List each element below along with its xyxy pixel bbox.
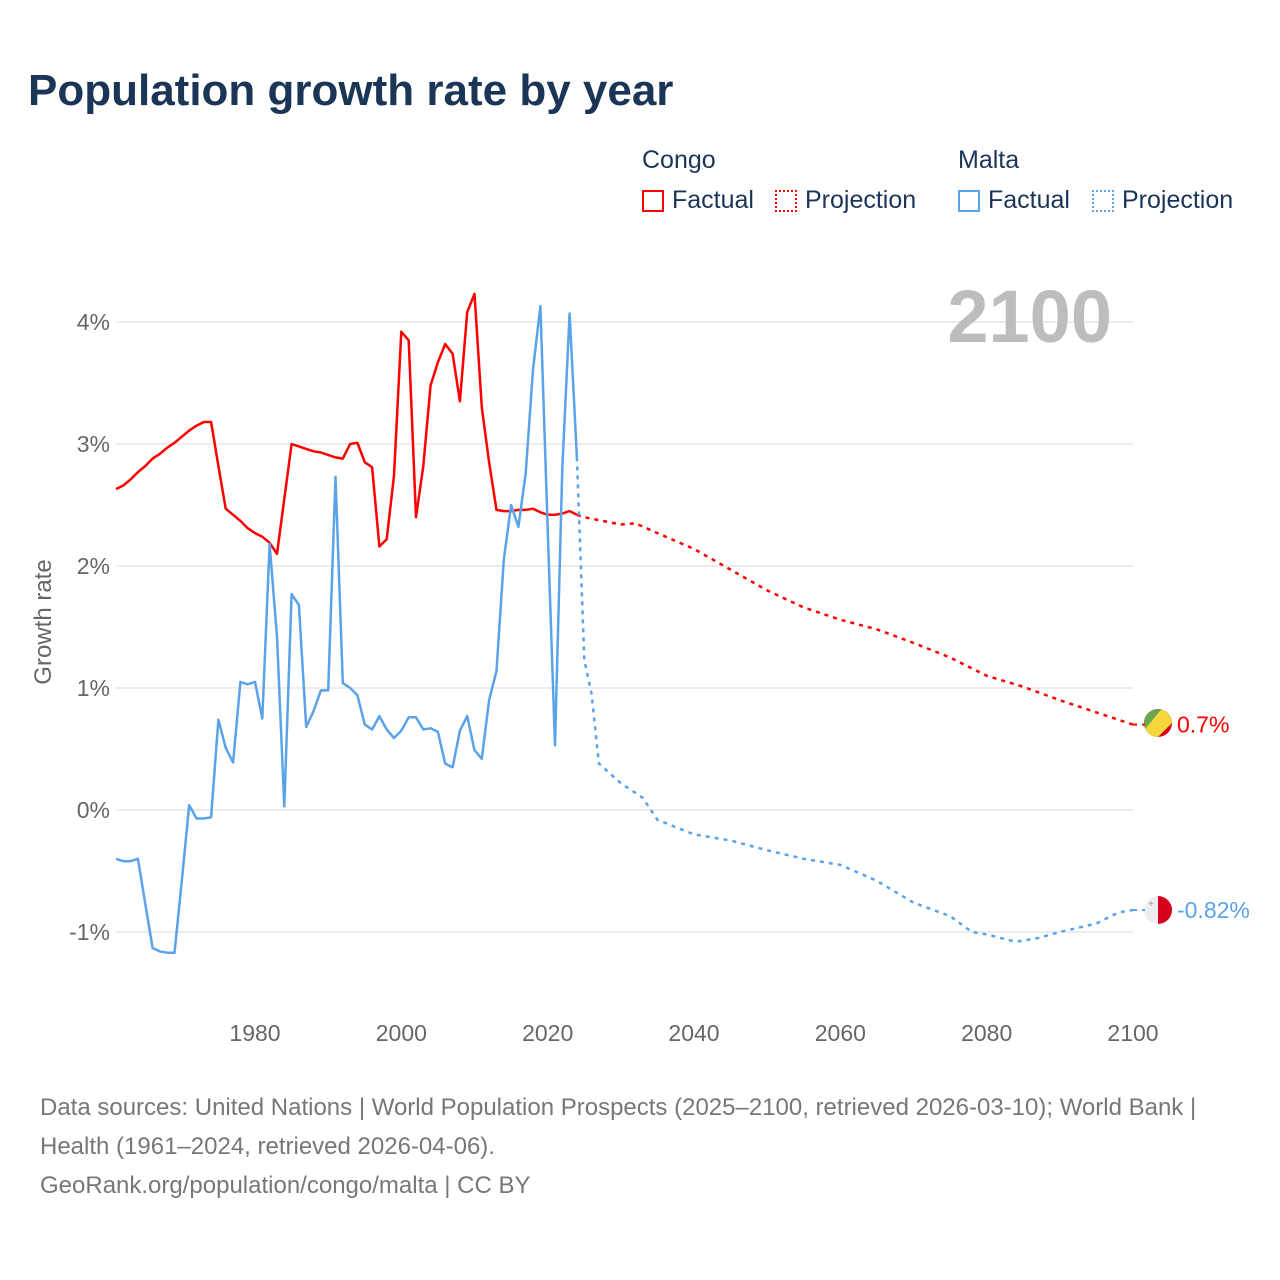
legend-malta-factual[interactable]: Factual xyxy=(958,186,1070,215)
x-tick-label: 2100 xyxy=(1107,1020,1158,1046)
legend-congo-factual[interactable]: Factual xyxy=(642,186,754,215)
x-tick-label: 2040 xyxy=(668,1020,719,1046)
x-tick-label: 1980 xyxy=(229,1020,280,1046)
legend-label: Projection xyxy=(1122,186,1234,214)
congo-projection-line xyxy=(576,513,1134,726)
footer: Data sources: United Nations | World Pop… xyxy=(40,1088,1240,1205)
x-tick-label: 2060 xyxy=(815,1020,866,1046)
legend-label: Projection xyxy=(805,186,917,214)
congo-flag-icon xyxy=(1144,709,1172,737)
legend-label: Factual xyxy=(988,186,1070,214)
y-axis-label: Growth rate xyxy=(30,559,57,684)
legend-swatch-dotted xyxy=(1092,189,1114,212)
malta-factual-line xyxy=(115,304,579,954)
legend-group-congo: Congo xyxy=(642,146,716,174)
y-tick-label: 0% xyxy=(77,797,110,823)
congo-factual-line xyxy=(115,292,578,556)
y-tick-label: -1% xyxy=(69,919,110,945)
y-tick-label: 4% xyxy=(77,309,110,335)
legend-group-malta: Malta xyxy=(958,146,1020,174)
legend-congo-projection[interactable]: Projection xyxy=(775,186,916,215)
credit-link[interactable]: GeoRank.org/population/congo/malta | CC … xyxy=(40,1172,531,1199)
malta-end-value-label: -0.82% xyxy=(1177,897,1250,923)
legend-swatch-solid xyxy=(958,189,980,212)
year-watermark: 2100 xyxy=(947,275,1112,358)
y-tick-label: 2% xyxy=(77,553,110,579)
malta-projection-line xyxy=(575,457,1134,944)
legend-swatch-solid xyxy=(642,189,664,212)
legend-swatch-dotted xyxy=(775,189,797,212)
y-tick-label: 1% xyxy=(77,675,110,701)
x-tick-label: 2000 xyxy=(376,1020,427,1046)
malta-flag-icon: + xyxy=(1144,896,1172,924)
legend-malta-projection[interactable]: Projection xyxy=(1092,186,1233,215)
x-tick-label: 2020 xyxy=(522,1020,573,1046)
chart-title: Population growth rate by year xyxy=(28,66,674,115)
svg-text:+: + xyxy=(1148,899,1154,910)
x-tick-label: 2080 xyxy=(961,1020,1012,1046)
legend-label: Factual xyxy=(672,186,754,214)
congo-end-value-label: 0.7% xyxy=(1177,712,1229,738)
y-tick-label: 3% xyxy=(77,431,110,457)
data-sources: Data sources: United Nations | World Pop… xyxy=(40,1094,1197,1160)
